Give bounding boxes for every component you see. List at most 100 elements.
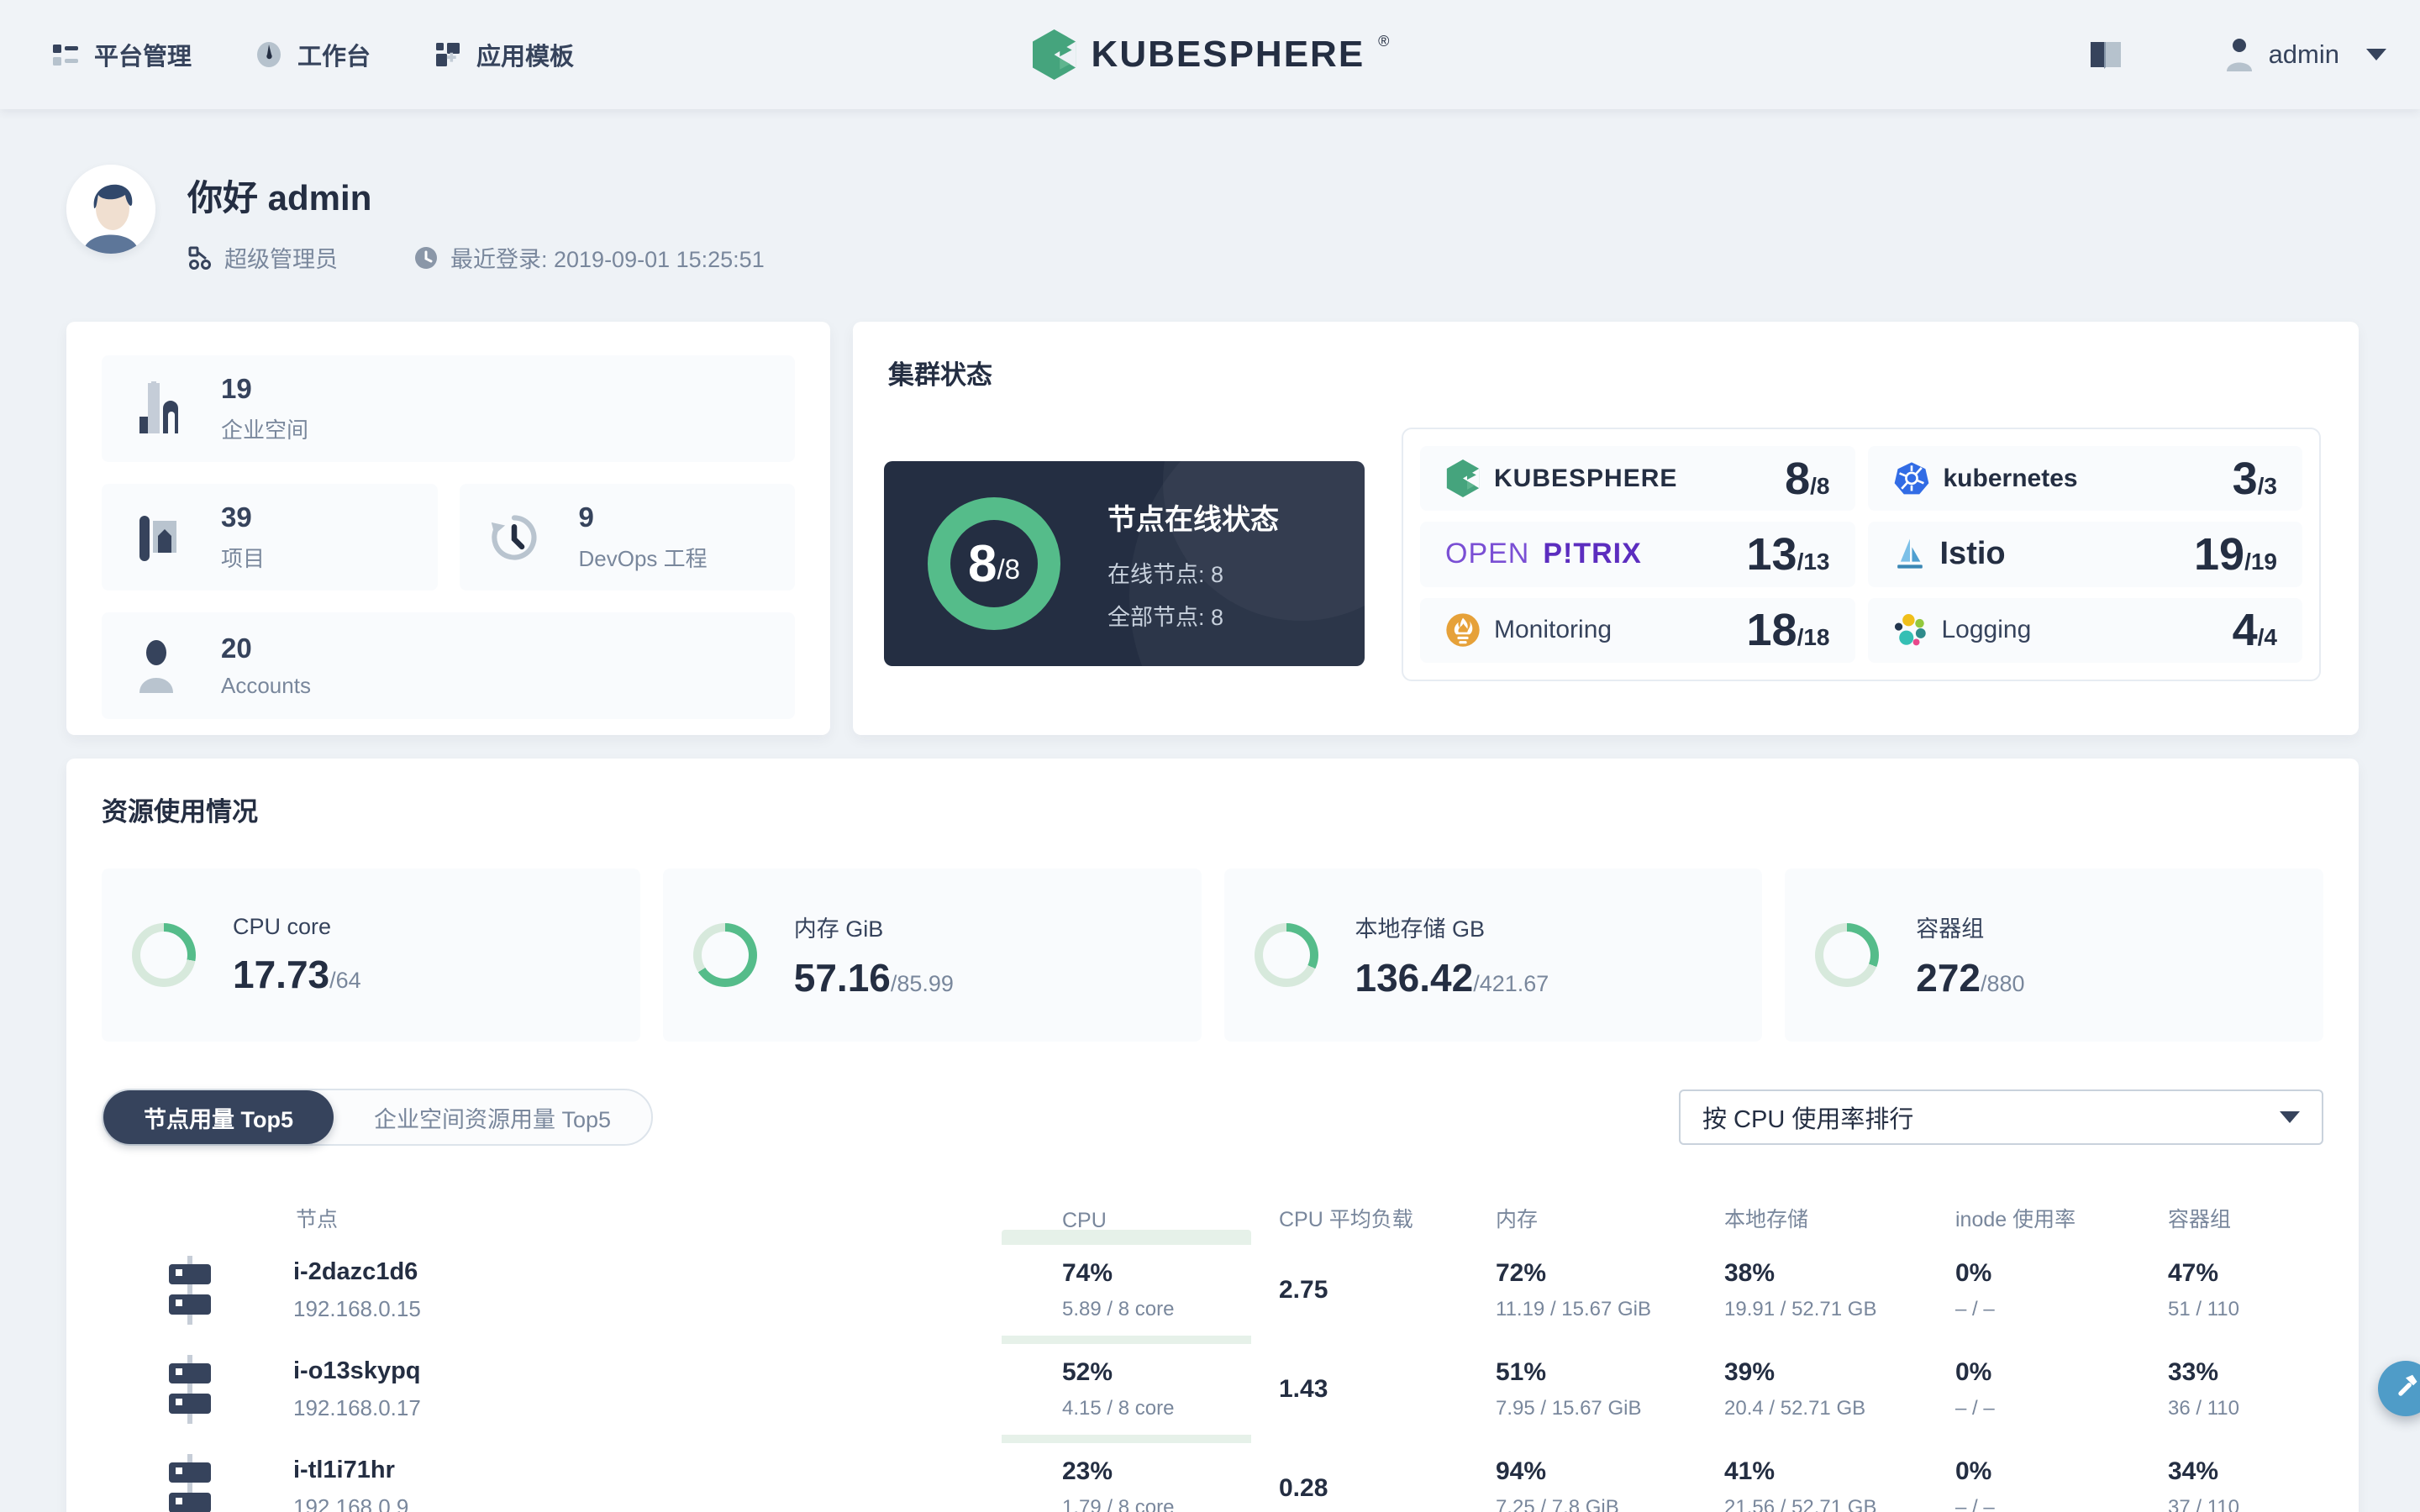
kubesphere-logo[interactable]: KUBESPHERE ® [1031,29,1390,80]
node-identity: i-o13skypq 192.168.0.17 [293,1357,421,1421]
metric-label: 本地存储 GB [1355,916,1486,942]
service-name: Istio [1939,536,2006,572]
memory-cell: 72% 11.19 / 15.67 GiB [1496,1259,1652,1320]
metric-value: 57.16 [793,955,891,1000]
nav-workbench[interactable]: 工作台 [254,37,371,72]
metric-text: 容器组 272/880 [1916,911,2024,1000]
accounts-icon [132,639,181,693]
hammer-icon [2391,1373,2420,1404]
cluster-services-panel: KUBESPHERE 8 /8 kubernetes 3 /3 OPEN P!TR… [1402,428,2321,681]
elastic-icon [1893,612,1928,648]
main-nav: 平台管理 工作台 应用模板 [50,37,574,72]
docs-button[interactable] [2087,39,2124,71]
tab-node-usage-top5[interactable]: 节点用量 Top5 [103,1090,334,1144]
app-templates-icon [433,39,463,70]
kubernetes-icon [1893,461,1930,496]
col-load: CPU 平均负载 [1279,1208,1413,1231]
node-cell: i-2dazc1d6 192.168.0.15 [102,1256,1002,1325]
service-value: 8 /8 [1785,453,1830,504]
chevron-down-icon [2366,49,2386,60]
service-name: kubernetes [1943,464,2078,492]
metric-value: 136.42 [1355,955,1474,1000]
node-identity: i-tl1i71hr 192.168.0.9 [293,1457,408,1512]
table-row[interactable]: i-o13skypq 192.168.0.17 52% 4.15 / 8 cor… [102,1344,2323,1435]
last-login-item: 最近登录: 2019-09-01 15:25:51 [413,241,765,274]
sort-select[interactable]: 按 CPU 使用率排行 [1679,1089,2323,1145]
toolbox-fab[interactable] [2378,1361,2420,1416]
service-name: KUBESPHERE [1494,464,1678,492]
last-login-label: 最近登录: 2019-09-01 15:25:51 [450,247,765,272]
table-row[interactable]: i-tl1i71hr 192.168.0.9 23% 1.79 / 8 core… [102,1443,2323,1512]
topbar-right: admin [2087,38,2386,71]
tile-text: 9 DevOps 工程 [579,501,708,573]
role-badge-icon [187,245,213,270]
workspace-icon [132,381,181,437]
tile-projects[interactable]: 39 项目 [102,484,438,591]
resource-metrics: CPU core 17.73/64 内存 GiB 57.16/85.99 本地存… [102,869,2323,1042]
service-logo: kubernetes [1893,461,2078,496]
node-icon [162,1256,218,1325]
service-value: 3 /3 [2232,453,2277,504]
memory-ring [692,923,757,987]
tab-workspace-usage-top5[interactable]: 企业空间资源用量 Top5 [374,1106,612,1132]
metric-label: 容器组 [1916,916,1985,942]
metric-label: CPU core [233,913,332,939]
col-node: 节点 [296,1208,339,1231]
role-label: 超级管理员 [224,247,338,272]
tile-text: 20 Accounts [221,633,311,699]
logo-text: KUBESPHERE [1091,34,1365,75]
node-name: i-tl1i71hr [293,1457,395,1483]
node-identity: i-2dazc1d6 192.168.0.15 [293,1258,421,1322]
tile-accounts[interactable]: 20 Accounts [102,612,795,719]
node-ip: 192.168.0.9 [293,1494,409,1512]
nav-label: 应用模板 [476,44,575,71]
resource-usage-title: 资源使用情况 [102,797,258,827]
nav-app-templates[interactable]: 应用模板 [433,37,574,72]
user-icon [2225,38,2254,71]
prometheus-icon [1445,612,1481,648]
decorative-circle [1129,461,1365,666]
nav-platform-management[interactable]: 平台管理 [50,37,192,72]
workbench-icon [254,39,284,70]
tile-value: 20 [221,633,252,664]
col-memory: 内存 [1496,1208,1539,1231]
usage-toolbar: 节点用量 Top5 企业空间资源用量 Top5 按 CPU 使用率排行 [102,1089,2323,1146]
metric-total: /880 [1981,970,2025,996]
table-header: 节点 CPU CPU 平均负载 内存 本地存储 inode 使用率 容器组 [102,1171,2323,1245]
istio-icon [1893,537,1927,572]
service-name: Logging [1941,616,2032,644]
tile-text: 39 项目 [221,501,265,573]
service-openpitrix: OPEN P!TRIX 13 /13 [1420,522,1855,587]
service-value: 13 /13 [1746,528,1830,580]
inode-cell: 0% – / – [1955,1259,1995,1320]
pods-cell: 47% 51 / 110 [2168,1259,2239,1320]
node-name: i-o13skypq [293,1357,421,1384]
pods-cell: 33% 36 / 110 [2168,1358,2239,1420]
nav-label: 工作台 [297,44,371,71]
node-ip: 192.168.0.15 [293,1296,421,1321]
node-cell: i-o13skypq 192.168.0.17 [102,1355,1002,1424]
storage-ring [1254,923,1318,987]
inode-cell: 0% – / – [1955,1457,1995,1512]
cpu-cell: 52% 4.15 / 8 core [1062,1358,1175,1420]
kubesphere-logo-icon [1031,29,1078,80]
memory-cell: 51% 7.95 / 15.67 GiB [1496,1358,1642,1420]
tile-text: 19 企业空间 [221,373,308,444]
tile-label: 企业空间 [221,417,309,443]
clock-icon [413,245,439,270]
logo-registered-mark: ® [1378,33,1390,50]
table-row[interactable]: i-2dazc1d6 192.168.0.15 74% 5.89 / 8 cor… [102,1245,2323,1336]
metric-cpu: CPU core 17.73/64 [102,869,640,1042]
node-status-heading: 节点在线状态 [1107,503,1279,536]
resource-usage-card: 资源使用情况 CPU core 17.73/64 内存 GiB 57.16/85… [66,759,2359,1512]
service-istio: Istio 19 /19 [1867,522,2302,587]
service-monitoring: Monitoring 18 /18 [1420,597,1855,663]
load-cell: 2.75 [1279,1276,1328,1304]
tile-value: 19 [221,373,252,404]
avatar [66,165,155,254]
user-menu[interactable]: admin [2225,38,2386,71]
sort-select-value: 按 CPU 使用率排行 [1702,1106,1914,1133]
tile-devops[interactable]: 9 DevOps 工程 [459,484,795,591]
tile-workspaces[interactable]: 19 企业空间 [102,355,795,462]
metric-total: /85.99 [890,970,954,996]
